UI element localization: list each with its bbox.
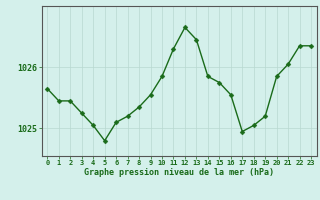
X-axis label: Graphe pression niveau de la mer (hPa): Graphe pression niveau de la mer (hPa) bbox=[84, 168, 274, 177]
